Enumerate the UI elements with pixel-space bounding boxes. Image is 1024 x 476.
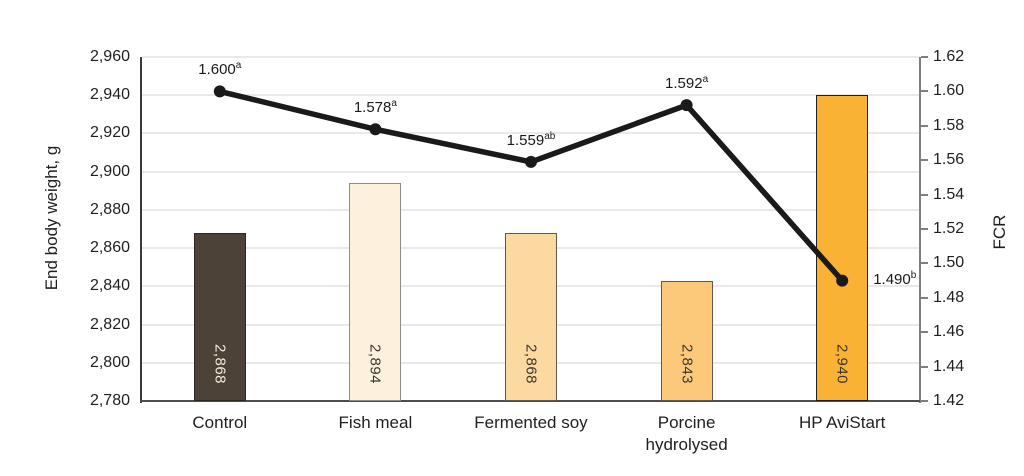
left-axis-tick-label: 2,860 [89, 239, 130, 257]
right-axis-tick-label: 1.42 [933, 392, 965, 409]
category-label: Porcine hydrolysed [645, 413, 728, 454]
left-axis-tick-label: 2,920 [89, 124, 130, 142]
fcr-marker [525, 155, 537, 168]
left-axis-tick-label: 2,840 [89, 277, 130, 295]
right-axis-tick-label: 1.50 [933, 254, 965, 272]
fcr-point-label: 1.490b [873, 267, 916, 289]
gridline [142, 56, 920, 58]
significance-superscript: b [910, 269, 917, 281]
fcr-point-value: 1.559 [506, 131, 545, 149]
right-axis-tick-mark [921, 159, 928, 162]
category-label: Fermented soy [474, 413, 588, 432]
right-axis-tick-mark [921, 400, 928, 402]
left-axis-tick-label: 2,820 [89, 315, 130, 333]
bar-value-label: 2,868 [522, 343, 540, 385]
right-axis-tick-label: 1.46 [933, 323, 965, 341]
category-label: Fish meal [338, 413, 413, 432]
left-axis-line [140, 57, 142, 403]
bar-value-label: 2,940 [833, 343, 851, 385]
significance-superscript: a [235, 60, 242, 72]
right-axis-tick-label: 1.58 [933, 116, 965, 134]
right-axis-tick-mark [921, 124, 928, 127]
bar [660, 280, 713, 401]
right-axis-tick-mark [921, 296, 928, 299]
significance-superscript: a [702, 74, 709, 86]
right-axis-tick-mark [921, 90, 928, 93]
bar-value-label: 2,894 [366, 343, 384, 385]
left-axis-tick-label: 2,960 [89, 48, 130, 65]
right-axis-tick-label: 1.44 [933, 357, 965, 375]
fcr-point-value: 1.578 [353, 99, 392, 117]
right-axis-tick-label: 1.54 [933, 185, 965, 203]
fcr-point-label: 1.592a [617, 71, 757, 93]
left-axis-tick-label: 2,800 [89, 353, 130, 371]
category-label: Control [192, 413, 248, 432]
fcr-point-label: 1.559ab [461, 128, 601, 150]
right-axis-tick-mark [921, 193, 928, 196]
right-axis-tick-mark [921, 331, 928, 334]
category-label: HP AviStart [799, 413, 886, 432]
bar-value-label: 2,868 [211, 343, 229, 385]
gridline [142, 94, 920, 97]
left-axis-tick-label: 2,880 [89, 200, 130, 218]
significance-superscript: ab [544, 130, 556, 142]
gridline [142, 170, 920, 173]
bottom-axis-line [140, 400, 920, 402]
right-axis-tick-label: 1.52 [933, 220, 965, 237]
right-axis-tick-label: 1.48 [933, 288, 965, 306]
fcr-point-value: 1.592 [665, 75, 703, 93]
right-axis-tick-label: 1.62 [933, 48, 965, 65]
left-axis-tick-label: 2,940 [89, 86, 130, 104]
fcr-point-value: 1.490 [873, 270, 911, 288]
fcr-point-label: 1.578a [305, 95, 445, 117]
fcr-marker [680, 99, 693, 112]
left-axis-tick-label: 2,780 [89, 392, 130, 409]
gridline [142, 208, 920, 211]
right-axis-tick-mark [921, 56, 928, 58]
fcr-point-value: 1.600 [198, 61, 236, 79]
right-axis-tick-mark [921, 365, 928, 368]
bar-value-label: 2,843 [678, 343, 696, 385]
right-axis-title: FCR [990, 214, 1009, 250]
significance-superscript: a [391, 98, 397, 110]
fcr-point-label: 1.600a [150, 57, 290, 79]
right-axis-tick-mark [921, 228, 928, 230]
right-axis-tick-label: 1.60 [933, 82, 965, 100]
right-axis-line [919, 57, 921, 403]
right-axis-tick-label: 1.56 [933, 151, 965, 169]
left-axis-tick-label: 2,900 [89, 162, 130, 180]
right-axis-tick-mark [921, 262, 928, 265]
